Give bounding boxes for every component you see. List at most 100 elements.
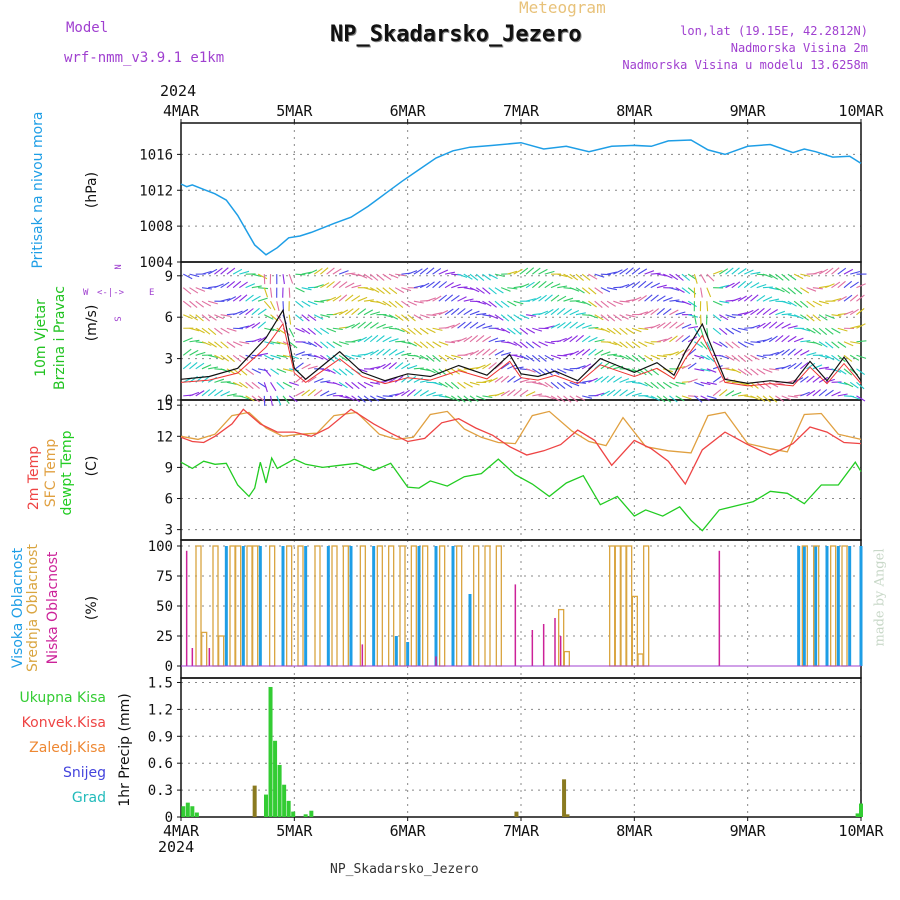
- wind-barb: [750, 324, 761, 329]
- wind-barb: [475, 323, 486, 329]
- wind-barb: [457, 395, 466, 403]
- wind-barb: [694, 368, 705, 372]
- wind-barb: [450, 294, 460, 302]
- temp-unit: (C): [84, 455, 100, 477]
- wind-barb: [270, 382, 277, 392]
- wind-barb: [307, 376, 317, 383]
- wind-barb: [282, 301, 285, 312]
- wind-barb: [263, 287, 269, 298]
- wind-barb: [301, 375, 310, 383]
- wind-barb: [575, 334, 584, 343]
- wind-barb: [687, 362, 697, 370]
- wind-barb: [525, 354, 535, 362]
- wind-barb: [388, 300, 398, 308]
- mid-cloud-bar: [359, 545, 366, 667]
- wind-barb: [432, 354, 441, 363]
- wind-barb: [532, 296, 542, 302]
- wind-barb: [183, 273, 193, 280]
- wind-barb: [320, 267, 329, 275]
- wind-barb: [501, 351, 511, 356]
- wind-barb: [824, 327, 834, 335]
- wind-barb: [743, 294, 753, 302]
- wind-barb: [750, 381, 759, 389]
- wind-barb: [457, 321, 466, 329]
- wind-speed-line: [180, 308, 862, 385]
- wind-barb: [475, 334, 485, 343]
- wind-barb: [345, 395, 355, 401]
- wind-barb: [675, 322, 685, 329]
- wind-barb: [669, 273, 679, 281]
- wind-barb: [625, 282, 635, 289]
- wind-barb: [625, 298, 636, 302]
- wind-barb: [569, 395, 579, 403]
- wind-barb: [488, 273, 498, 280]
- wind-barb: [656, 295, 666, 302]
- wind-barb: [718, 389, 728, 397]
- model-altitude-info: Nadmorska Visina u modelu 13.6258m: [622, 58, 868, 72]
- wind-barb: [693, 314, 697, 325]
- wind-barb: [688, 314, 699, 318]
- wind-barb: [338, 354, 348, 362]
- wind-barb: [463, 308, 473, 316]
- wind-barb: [388, 338, 399, 343]
- wind-barb: [251, 307, 260, 316]
- wind-barb: [289, 368, 300, 372]
- wind-barb: [793, 300, 803, 308]
- wind-barb: [220, 381, 231, 383]
- mid-cloud-bar: [614, 545, 621, 667]
- wind-barb: [843, 268, 854, 275]
- wind-barb: [463, 298, 474, 302]
- wind-barb: [475, 287, 485, 294]
- wind-barb: [669, 299, 680, 302]
- wind-barb: [257, 352, 269, 356]
- wind-barb: [588, 273, 598, 280]
- mid-cloud-bar: [195, 545, 202, 667]
- wind-barb: [607, 353, 618, 356]
- wind-barb: [370, 300, 381, 304]
- wind-barb: [494, 339, 505, 343]
- wind-barb: [357, 381, 367, 389]
- wind-barb: [363, 309, 374, 316]
- wind-barb: [550, 283, 561, 289]
- wind-barb: [619, 314, 629, 320]
- wind-barb: [594, 314, 604, 321]
- wind-barb: [681, 380, 692, 383]
- wind-barb: [700, 273, 707, 284]
- wind-barb: [432, 280, 441, 289]
- wind-barb: [850, 341, 861, 345]
- wind-barb: [787, 314, 798, 317]
- wind-barb: [800, 350, 810, 356]
- wind-barb: [494, 391, 505, 397]
- wind-barb: [824, 341, 834, 349]
- wind-barb: [482, 273, 491, 281]
- wind-barb: [849, 354, 860, 361]
- wind-barb: [432, 368, 442, 375]
- mid-cloud-bar: [388, 545, 395, 667]
- wind-barb: [787, 335, 797, 343]
- wind-barb: [544, 308, 554, 316]
- wind-barb: [750, 271, 761, 275]
- wind-barb: [818, 300, 829, 305]
- wind-barb: [550, 340, 562, 343]
- wind-barb: [606, 389, 616, 397]
- wind-barb: [532, 313, 543, 316]
- wind-barb: [756, 322, 766, 329]
- wind-barb: [713, 354, 724, 357]
- wind-barb: [457, 337, 467, 343]
- wind-barb: [363, 351, 374, 356]
- footer-station: NP_Skadarsko_Jezero: [330, 862, 479, 877]
- mid-cloud-bar: [297, 545, 304, 667]
- wind-barb: [226, 280, 236, 289]
- wind-barb: [413, 367, 424, 370]
- wind-barb: [445, 341, 456, 344]
- wind-barb: [182, 362, 192, 370]
- wind-barb: [494, 327, 505, 332]
- wind-barb: [843, 354, 853, 362]
- wind-barb: [581, 363, 592, 370]
- wind-barb: [731, 391, 742, 397]
- wind-barb: [382, 362, 392, 370]
- wind-barb: [494, 273, 505, 278]
- wind-barb: [189, 339, 200, 343]
- wind-barb: [507, 364, 517, 370]
- wind-barb: [295, 351, 305, 356]
